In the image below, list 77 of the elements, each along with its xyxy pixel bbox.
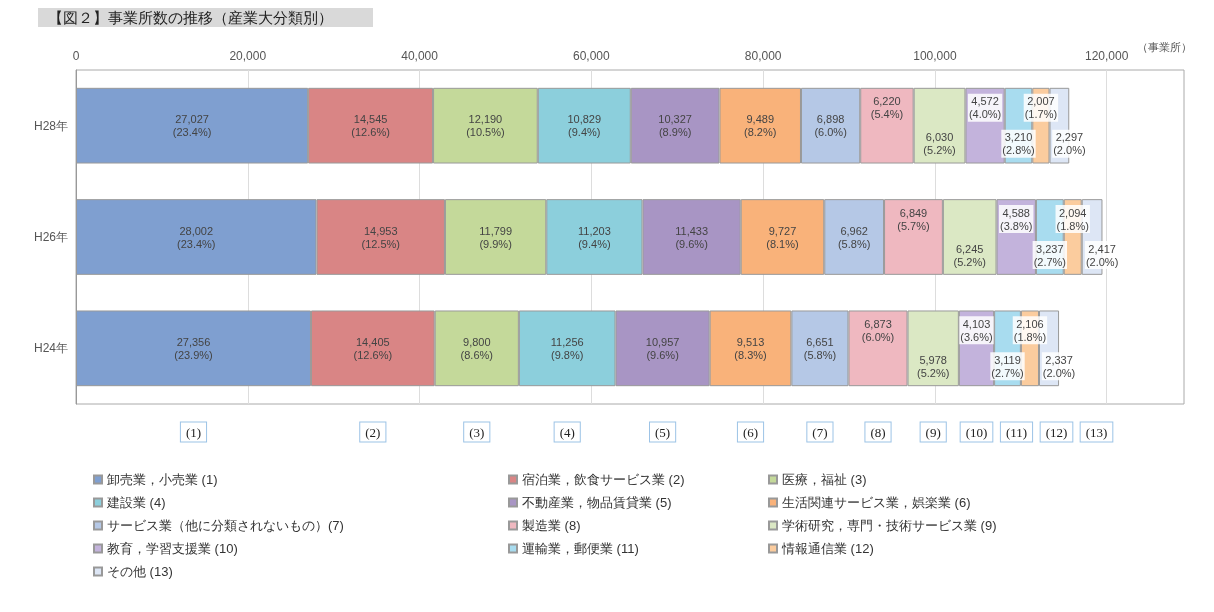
text: (11) [1005, 424, 1028, 440]
x-tick-label: 60,000 [573, 49, 611, 63]
data-label: 2,337 (2.0%) [1042, 353, 1076, 379]
data-label: 27,356 (23.9%) [174, 335, 213, 361]
text: (13) [1085, 424, 1108, 440]
data-label: 2,094 (1.8%) [1056, 206, 1089, 232]
legend-label: サービス業（他に分類されないもの）(7) [107, 518, 344, 533]
y-tick-label: H28年 [33, 118, 68, 133]
text: (4) [559, 424, 575, 440]
data-label: 6,962 (5.8%) [837, 224, 871, 250]
data-label: 2,297 (2.0%) [1053, 131, 1086, 157]
legend-label: 宿泊業，飲食サービス業 (2) [522, 472, 685, 487]
data-label: 5,978 (5.2%) [916, 353, 950, 379]
data-label: 6,849 (5.7%) [897, 206, 930, 232]
data-label: 12,190 (10.5%) [466, 113, 505, 139]
text: (3) [469, 424, 485, 440]
data-label: 6,651 (5.8%) [803, 335, 837, 361]
data-label: 6,030 (5.2%) [923, 131, 956, 157]
legend-label: 教育，学習支援業 (10) [107, 541, 238, 556]
text: (9) [925, 424, 941, 440]
text: (8) [870, 424, 886, 440]
data-label: 4,588 (3.8%) [1000, 206, 1033, 232]
x-tick-label: 40,000 [401, 49, 439, 63]
data-label: 9,513 (8.3%) [734, 335, 767, 361]
data-label: 3,237 (2.7%) [1033, 242, 1067, 268]
text: (7) [812, 424, 828, 440]
data-label: 9,489 (8.2%) [744, 113, 777, 139]
x-tick-label: 100,000 [913, 49, 957, 63]
legend-label: 情報通信業 (12) [781, 541, 874, 556]
y-tick-label: H26年 [33, 230, 68, 244]
x-tick-label: 80,000 [744, 49, 782, 63]
legend-label: 不動産業，物品賃貸業 (5) [522, 495, 672, 510]
data-label: 2,417 (2.0%) [1085, 242, 1119, 268]
data-label: 6,898 (6.0%) [814, 113, 847, 139]
legend-label: その他 (13) [107, 564, 173, 579]
legend-label: 建設業 (4) [106, 495, 166, 510]
y-tick-label: H24年 [33, 341, 68, 356]
data-label: 4,572 (4.0%) [968, 95, 1002, 121]
text: (6) [742, 424, 759, 440]
data-label: 10,957 (9.6%) [645, 335, 680, 361]
data-label: 10,829 (9.4%) [567, 113, 602, 139]
data-label: 9,727 (8.1%) [766, 224, 799, 250]
legend-label: 運輸業，郵便業 (11) [522, 541, 639, 556]
data-label: 11,203 (9.4%) [577, 224, 611, 250]
data-label: 9,800 (8.6%) [460, 335, 493, 361]
chart-title: 【図２】事業所数の推移（産業大分類別） [48, 9, 333, 26]
data-label: 27,027 (23.4%) [172, 113, 212, 139]
data-label: 6,873 (6.0%) [861, 317, 895, 343]
data-label: 2,106 (1.8%) [1013, 317, 1047, 343]
x-tick-label: 0 [72, 49, 80, 63]
text: (12) [1045, 424, 1068, 440]
data-label: 11,799 (9.9%) [479, 224, 513, 250]
data-label: 6,220 (5.4%) [870, 95, 904, 121]
data-label: 2,007 (1.7%) [1024, 95, 1058, 121]
text: (5) [655, 424, 671, 440]
data-label: 6,245 (5.2%) [953, 242, 986, 268]
x-axis-title: （事業所） [1137, 40, 1192, 53]
data-label: 10,327 (8.9%) [658, 113, 692, 139]
legend-label: 生活関連サービス業，娯楽業 (6) [782, 495, 971, 510]
data-label: 11,433 (9.6%) [675, 224, 709, 250]
x-tick-label: 20,000 [229, 49, 267, 63]
legend-label: 医療，福祉 (3) [782, 472, 867, 487]
data-label: 11,256 (9.8%) [550, 335, 584, 361]
data-label: 3,119 (2.7%) [991, 353, 1024, 379]
text: (1) [185, 424, 202, 440]
legend-label: 製造業 (8) [522, 518, 581, 533]
text: (2) [365, 424, 381, 440]
data-label: 4,103 (3.6%) [960, 317, 993, 343]
legend-label: 学術研究，専門・技術サービス業 (9) [782, 518, 997, 533]
legend-label: 卸売業，小売業 (1) [107, 472, 218, 487]
x-tick-label: 120,000 [1085, 49, 1129, 63]
data-label: 14,953 (12.5%) [361, 224, 400, 250]
data-label: 14,545 (12.6%) [351, 113, 390, 139]
data-label: 28,002 (23.4%) [176, 224, 216, 250]
data-label: 14,405 (12.6%) [353, 335, 393, 361]
data-label: 3,210 (2.8%) [1002, 131, 1035, 157]
text: (10) [965, 424, 988, 440]
